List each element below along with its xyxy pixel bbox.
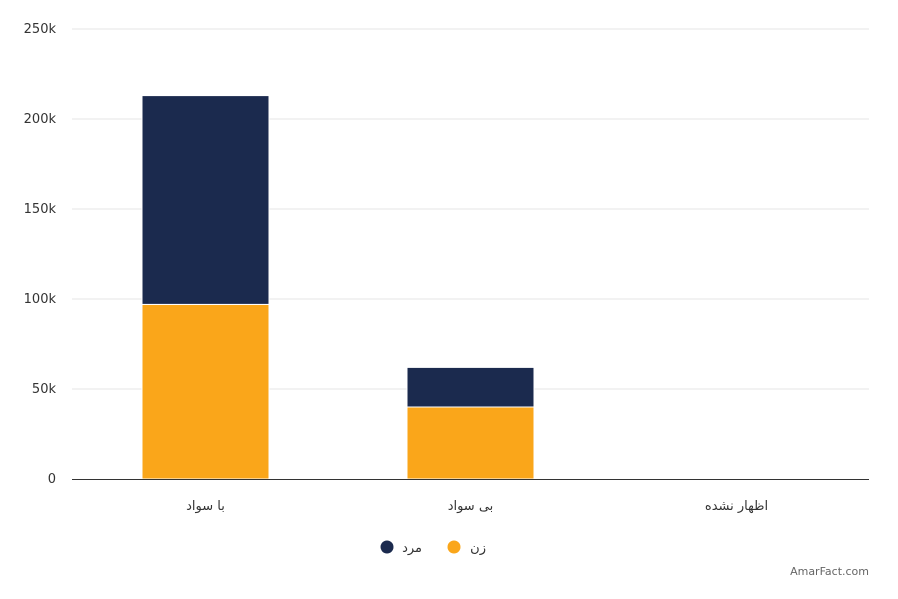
watermark: AmarFact.com — [790, 565, 869, 578]
x-category-label: بی سواد — [448, 499, 494, 514]
legend: مرد زن — [380, 540, 487, 557]
legend-label: مرد — [402, 541, 422, 556]
bar-segment[interactable] — [406, 406, 535, 480]
x-axis-categories: با سواد بی سواد اظهار نشده — [186, 499, 768, 514]
bar-segment[interactable] — [672, 477, 801, 479]
x-category-label: اظهار نشده — [705, 499, 768, 514]
bar-segment[interactable] — [406, 366, 535, 408]
y-tick-label: 100k — [24, 292, 57, 307]
legend-item[interactable]: زن — [447, 540, 487, 557]
legend-item[interactable]: مرد — [380, 540, 423, 557]
y-tick-label: 250k — [24, 22, 57, 37]
legend-marker — [447, 540, 461, 554]
legend-marker — [380, 540, 394, 554]
y-tick-label: 200k — [24, 112, 57, 127]
y-tick-label: 50k — [32, 382, 57, 397]
bars-layer — [141, 95, 801, 480]
bar-segment[interactable] — [141, 303, 270, 480]
y-tick-label: 0 — [48, 472, 56, 487]
legend-label: زن — [470, 541, 486, 556]
y-axis-ticks: 0 50k 100k 150k 200k 250k — [24, 22, 57, 487]
y-tick-label: 150k — [24, 202, 57, 217]
x-category-label: با سواد — [186, 499, 225, 514]
bar-segment[interactable] — [141, 95, 270, 305]
